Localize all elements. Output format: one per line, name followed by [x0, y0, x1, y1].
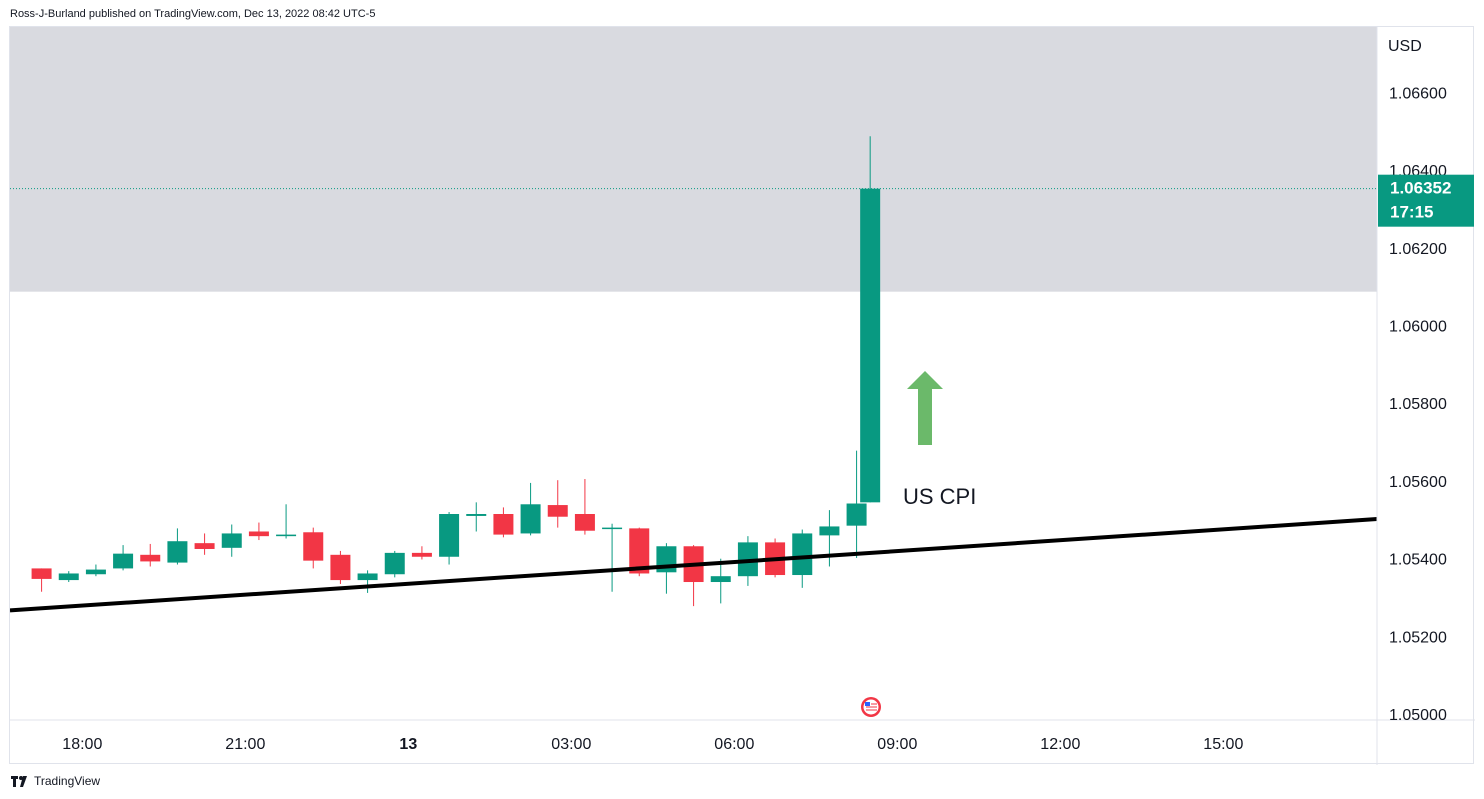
svg-text:1.06352: 1.06352 [1390, 179, 1451, 198]
candle [602, 523, 623, 592]
candle [194, 533, 215, 555]
price-tick-label: 1.05800 [1389, 396, 1447, 413]
candle-body [439, 514, 460, 557]
candle-body [113, 553, 134, 569]
currency-label: USD [1388, 38, 1422, 55]
candle-body [520, 504, 541, 534]
candle-body [411, 552, 432, 557]
price-tick-label: 1.05600 [1389, 474, 1447, 491]
candle-body [547, 505, 568, 517]
candle [85, 564, 106, 577]
candle [384, 550, 405, 578]
candle-body [276, 534, 297, 537]
publisher-line: Ross-J-Burland published on TradingView.… [10, 8, 376, 20]
candle-body [860, 188, 881, 503]
candle-body [303, 532, 324, 561]
candle [547, 480, 568, 528]
time-tick-label: 21:00 [225, 736, 265, 753]
us-flag-icon[interactable] [861, 697, 881, 717]
candle-body [574, 514, 595, 531]
time-tick-label: 03:00 [551, 736, 591, 753]
price-tick-label: 1.05200 [1389, 629, 1447, 646]
candle-body [792, 533, 813, 576]
candle [466, 502, 487, 532]
annotation-us-cpi: US CPI [903, 484, 976, 509]
candle [683, 545, 704, 607]
candle-body [194, 543, 215, 549]
candle [846, 450, 867, 558]
candle [113, 545, 134, 571]
candle-body [248, 531, 269, 537]
candle-body [629, 528, 650, 574]
candle [221, 524, 242, 557]
candle-body [602, 527, 623, 530]
up-arrow-icon [907, 371, 943, 445]
candle-body [357, 573, 378, 581]
time-tick-label: 06:00 [714, 736, 754, 753]
candlestick-chart[interactable]: US CPI USD 1.066001.064001.062001.060001… [10, 27, 1475, 765]
tradingview-logo-icon [11, 776, 27, 787]
time-tick-label: 12:00 [1040, 736, 1080, 753]
candle [411, 546, 432, 560]
candle-body [58, 573, 79, 581]
last-price-tag: 1.06352 17:15 [1378, 174, 1474, 227]
price-tick-label: 1.05400 [1389, 552, 1447, 569]
price-tick-label: 1.06600 [1389, 85, 1447, 102]
time-tick-label: 13 [399, 736, 417, 753]
candle-body [384, 552, 405, 575]
candle-body [466, 514, 487, 516]
candle-body [221, 533, 242, 548]
candle [493, 507, 514, 538]
candle-body [31, 568, 52, 579]
candle [330, 550, 351, 584]
footer-brand-label: TradingView [34, 774, 101, 788]
candle [520, 482, 541, 536]
candle [860, 136, 881, 503]
price-tick-label: 1.06200 [1389, 241, 1447, 258]
candle [574, 479, 595, 535]
candle [58, 571, 79, 583]
candle [31, 568, 52, 592]
candle-body [167, 541, 188, 563]
price-tick-label: 1.05000 [1389, 707, 1447, 724]
candle [439, 512, 460, 565]
candle-body [493, 514, 514, 535]
time-tick-label: 15:00 [1203, 736, 1243, 753]
price-tick-label: 1.06000 [1389, 318, 1447, 335]
candle [710, 558, 731, 604]
trendline[interactable] [10, 517, 1378, 613]
candle-body [710, 576, 731, 583]
time-tick-label: 09:00 [877, 736, 917, 753]
chart-frame[interactable]: US CPI USD 1.06600 1.06400 1.06200 1.06000 1… [9, 26, 1475, 765]
time-axis[interactable]: 18:00 21:00 13 03:00 06:00 09:00 12:00 15:00 [62, 736, 1243, 753]
candle [140, 543, 161, 567]
candle-body [330, 554, 351, 581]
candle [248, 522, 269, 541]
candle-body [819, 526, 840, 536]
candle-body [140, 554, 161, 562]
candle [276, 504, 297, 539]
footer-brand[interactable]: TradingView [10, 772, 100, 790]
candle [357, 570, 378, 593]
time-tick-label: 18:00 [62, 736, 102, 753]
resistance-zone [10, 27, 1377, 292]
candle-body [85, 569, 106, 575]
svg-text:17:15: 17:15 [1390, 203, 1433, 222]
candle [303, 527, 324, 569]
candle-body [846, 503, 867, 526]
candles [31, 136, 881, 607]
candle [167, 528, 188, 565]
